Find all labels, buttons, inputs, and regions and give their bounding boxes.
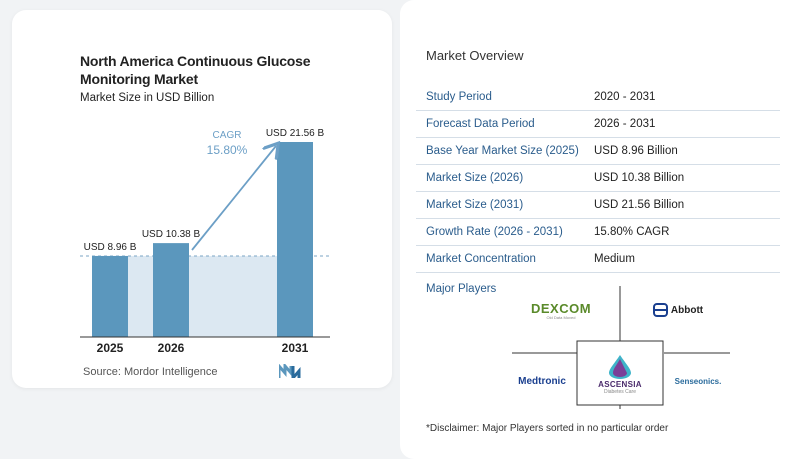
- overview-row-label: Study Period: [426, 91, 492, 103]
- medtronic-logo: Medtronic: [518, 375, 566, 387]
- dexcom-logo: DEXCOM Old Data Moved: [530, 300, 592, 320]
- overview-row: Market Size (2026) USD 10.38 Billion: [416, 165, 780, 192]
- overview-row-label: Forecast Data Period: [426, 118, 535, 130]
- overview-row-value: 15.80% CAGR: [594, 226, 670, 238]
- overview-row: Forecast Data Period 2026 - 2031: [416, 111, 780, 138]
- overview-row-value: Medium: [594, 253, 635, 265]
- mordor-logo-icon: [279, 364, 301, 378]
- x-tick-label: 2025: [97, 341, 124, 355]
- cagr-value: 15.80%: [207, 143, 248, 157]
- bar-2025: [92, 255, 128, 337]
- overview-row-label: Base Year Market Size (2025): [426, 145, 579, 157]
- cagr-label: CAGR: [213, 130, 242, 141]
- overview-row: Market Concentration Medium: [416, 246, 780, 273]
- growth-shade-area: [92, 255, 313, 337]
- overview-row-label: Market Size (2026): [426, 172, 524, 184]
- overview-row-value: USD 21.56 Billion: [594, 199, 685, 211]
- overview-row: Base Year Market Size (2025) USD 8.96 Bil…: [416, 138, 780, 165]
- bar-value-label: USD 10.38 B: [142, 229, 201, 240]
- bar-chart: USD 8.96 B 2025 USD 10.38 B 2026 USD 21.56 B…: [80, 128, 330, 355]
- ascensia-drop-icon: [609, 354, 631, 379]
- disclaimer-text: *Disclaimer: Major Players sorted in no …: [426, 423, 669, 434]
- abbott-icon: [652, 303, 668, 317]
- bar-value-label: USD 21.56 B: [266, 128, 325, 139]
- bar-2026: [153, 243, 189, 337]
- overview-row-label: Growth Rate (2026 - 2031): [426, 226, 563, 238]
- overview-row-value: 2020 - 2031: [594, 91, 656, 103]
- overview-row-label: Market Concentration: [426, 253, 536, 265]
- x-tick-label: 2026: [158, 341, 185, 355]
- bar-value-label: USD 8.96 B: [84, 242, 137, 253]
- major-players-title: Major Players: [426, 283, 497, 295]
- senseonics-logo: Senseonics.: [674, 376, 722, 386]
- chart-title: North America Continuous Glucose Monitor…: [80, 53, 311, 87]
- overview-row: Study Period 2020 - 2031: [416, 84, 780, 111]
- cagr-arrow: [191, 146, 276, 251]
- bar-2031: [277, 142, 313, 337]
- overview-row: Market Size (2031) USD 21.56 Billion: [416, 192, 780, 219]
- overview-row-value: 2026 - 2031: [594, 118, 656, 130]
- chart-subtitle: Market Size in USD Billion: [80, 92, 215, 104]
- source-text: Source: Mordor Intelligence: [83, 366, 218, 378]
- abbott-logo: Abbott: [648, 302, 708, 318]
- overview-title: Market Overview: [426, 48, 524, 63]
- overview-row-value: USD 8.96 Billion: [594, 145, 678, 157]
- overview-row-label: Market Size (2031): [426, 199, 524, 211]
- ascensia-logo: ASCENSIA Diabetes Care: [590, 348, 650, 400]
- overview-row: Growth Rate (2026 - 2031) 15.80% CAGR: [416, 219, 780, 246]
- overview-row-value: USD 10.38 Billion: [594, 172, 685, 184]
- x-tick-label: 2031: [282, 341, 309, 355]
